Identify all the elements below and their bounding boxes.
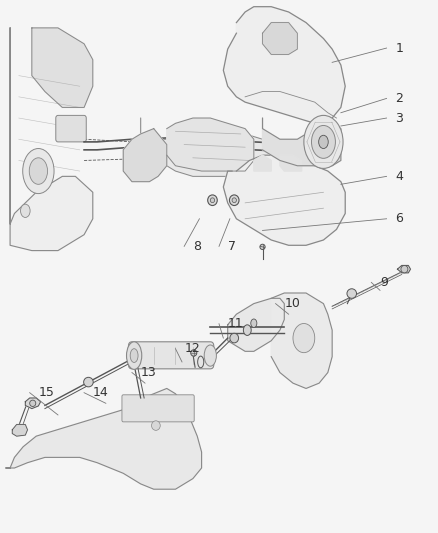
Ellipse shape [130,349,138,362]
Text: 4: 4 [395,170,403,183]
Polygon shape [167,118,254,171]
Polygon shape [397,265,410,273]
Ellipse shape [21,204,30,217]
Polygon shape [10,28,93,251]
Ellipse shape [311,125,336,158]
Ellipse shape [251,319,257,327]
Polygon shape [262,22,297,54]
Ellipse shape [230,333,239,343]
Ellipse shape [30,400,36,407]
Ellipse shape [401,265,408,273]
Ellipse shape [204,345,216,366]
Ellipse shape [210,198,215,203]
Polygon shape [32,28,93,108]
Text: 1: 1 [395,42,403,54]
Ellipse shape [319,135,328,149]
Polygon shape [228,298,284,351]
Text: 10: 10 [284,297,300,310]
Text: 11: 11 [228,317,244,330]
Ellipse shape [23,149,54,193]
Polygon shape [12,424,28,436]
Text: 6: 6 [395,212,403,225]
Ellipse shape [29,158,47,184]
Text: 8: 8 [193,240,201,253]
FancyBboxPatch shape [56,115,86,142]
Ellipse shape [244,325,251,335]
Text: 15: 15 [39,386,54,399]
FancyBboxPatch shape [122,395,194,422]
Ellipse shape [232,198,237,203]
Ellipse shape [230,195,239,206]
Ellipse shape [127,342,142,369]
Text: 2: 2 [395,92,403,105]
Text: 9: 9 [380,276,388,289]
Text: 13: 13 [141,366,156,379]
Polygon shape [280,155,302,171]
Polygon shape [141,118,276,176]
Text: 7: 7 [228,240,236,253]
Ellipse shape [191,350,197,356]
Polygon shape [254,155,271,171]
Text: 3: 3 [395,111,403,125]
Ellipse shape [304,115,343,168]
Polygon shape [223,7,345,123]
Ellipse shape [260,244,265,249]
Polygon shape [262,118,341,166]
Polygon shape [25,398,41,409]
Ellipse shape [84,377,93,387]
Text: 12: 12 [184,342,200,355]
Ellipse shape [293,324,315,353]
Polygon shape [223,155,345,245]
Text: 14: 14 [93,386,109,399]
Polygon shape [6,389,201,489]
Ellipse shape [208,195,217,206]
Polygon shape [123,128,167,182]
Ellipse shape [347,289,357,298]
Ellipse shape [152,421,160,430]
FancyBboxPatch shape [128,342,214,369]
Polygon shape [271,293,332,389]
